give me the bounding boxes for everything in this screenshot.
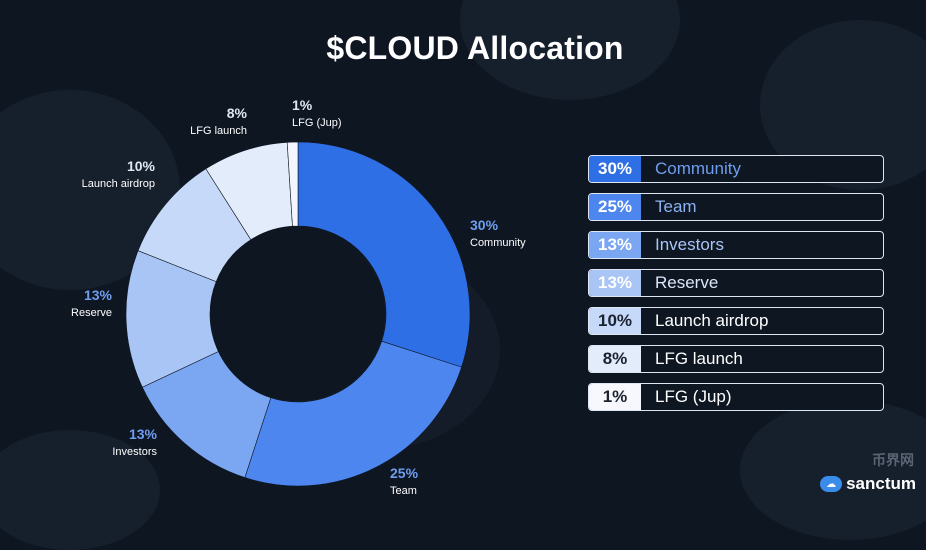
slice-percent-label: 10%: [127, 158, 156, 174]
slice-percent-label: 13%: [129, 426, 158, 442]
legend-label: Launch airdrop: [655, 311, 769, 330]
slice-name-label: Team: [390, 485, 417, 497]
legend: 30% Community 25% Team 13% Investors 13% Reserv…: [588, 155, 884, 421]
chart-title: $CLOUD Allocation: [326, 30, 624, 66]
watermark-secondary: 币界网: [872, 452, 914, 468]
brand-watermark: ☁ sanctum: [820, 474, 916, 494]
brand-name: sanctum: [846, 474, 916, 493]
slice-name-label: LFG launch: [190, 125, 247, 137]
legend-item: 10% Launch airdrop: [588, 307, 884, 335]
donut-chart: 30% Community 25% Team 13% Investors 13% Reserv…: [71, 97, 526, 497]
slice-percent-label: 1%: [292, 97, 313, 113]
slice-percent-label: 8%: [227, 105, 248, 121]
legend-label: Community: [655, 159, 741, 178]
legend-item: 1% LFG (Jup): [588, 383, 884, 411]
legend-percent: 1%: [589, 384, 641, 410]
slice-percent-label: 30%: [470, 217, 499, 233]
cloud-logo-icon: ☁: [820, 476, 843, 492]
legend-item: 13% Investors: [588, 231, 884, 259]
legend-label: LFG launch: [655, 349, 743, 368]
legend-item: 8% LFG launch: [588, 345, 884, 373]
slice-percent-label: 25%: [390, 465, 419, 481]
slice-name-label: Reserve: [71, 307, 112, 319]
donut-hole: [211, 227, 385, 401]
donut-slice-community: [297, 141, 471, 368]
legend-percent: 25%: [589, 194, 641, 220]
legend-percent: 10%: [589, 308, 641, 334]
legend-label: LFG (Jup): [655, 387, 732, 406]
legend-percent: 30%: [589, 156, 641, 182]
legend-percent: 13%: [589, 270, 641, 296]
legend-label: Team: [655, 197, 697, 216]
slice-name-label: Community: [470, 237, 526, 249]
slice-name-label: Investors: [112, 446, 157, 458]
donut-slice-team: [244, 340, 462, 487]
legend-label: Reserve: [655, 273, 719, 292]
legend-percent: 8%: [589, 346, 641, 372]
slice-name-label: LFG (Jup): [292, 117, 342, 129]
legend-item: 25% Team: [588, 193, 884, 221]
slice-percent-label: 13%: [84, 287, 113, 303]
legend-item: 30% Community: [588, 155, 884, 183]
legend-item: 13% Reserve: [588, 269, 884, 297]
slice-name-label: Launch airdrop: [82, 178, 155, 190]
legend-percent: 13%: [589, 232, 641, 258]
legend-label: Investors: [655, 235, 724, 254]
donut-slice-lfg-jup: [286, 141, 299, 227]
